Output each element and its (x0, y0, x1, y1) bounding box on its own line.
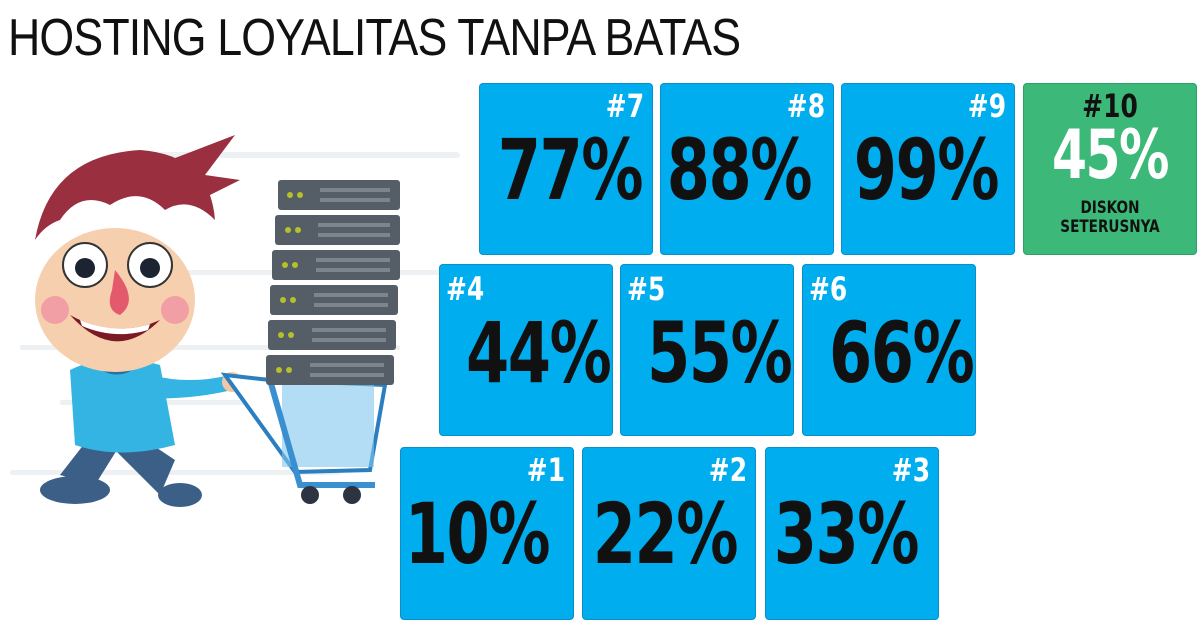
tile-label: #9 (967, 87, 1006, 125)
tile-value: 33% (773, 485, 920, 583)
tile-label: #2 (708, 451, 747, 489)
tile-value: 99% (853, 121, 1000, 219)
tile-7: #7 77% (479, 83, 653, 255)
tile-8: #8 88% (660, 83, 834, 255)
tile-label: #8 (786, 87, 825, 125)
tile-value: 45% (1051, 116, 1169, 195)
tile-value: 55% (647, 304, 793, 402)
tile-2: #2 22% (582, 447, 756, 620)
tile-label: #3 (891, 451, 930, 489)
tile-value: 10% (404, 485, 551, 583)
tile-label: #1 (526, 451, 565, 489)
tile-9: #9 99% (841, 83, 1015, 255)
tile-value: 77% (497, 121, 644, 219)
tile-4: #4 44% (439, 264, 613, 436)
tile-label: #10 (1082, 87, 1138, 125)
tile-value: 22% (592, 485, 739, 583)
page-title: HOSTING LOYALITAS TANPA BATAS (8, 9, 741, 67)
tile-label: #7 (605, 87, 644, 125)
tile-5: #5 55% (620, 264, 794, 436)
tile-10: #10 45% DISKON SETERUSNYA (1023, 83, 1197, 255)
tile-subtitle: DISKON (1080, 198, 1140, 218)
tile-value: 66% (829, 304, 975, 402)
tile-label: #4 (446, 270, 485, 308)
tile-label: #6 (809, 270, 848, 308)
man-with-server-cart-illustration (10, 135, 460, 507)
tile-3: #3 33% (765, 447, 939, 620)
tile-6: #6 66% (802, 264, 976, 436)
tile-label: #5 (627, 270, 666, 308)
tile-subtitle: SETERUSNYA (1060, 217, 1160, 237)
tile-value: 88% (666, 121, 813, 219)
tile-value: 44% (466, 304, 612, 402)
tile-1: #1 10% (400, 447, 574, 620)
